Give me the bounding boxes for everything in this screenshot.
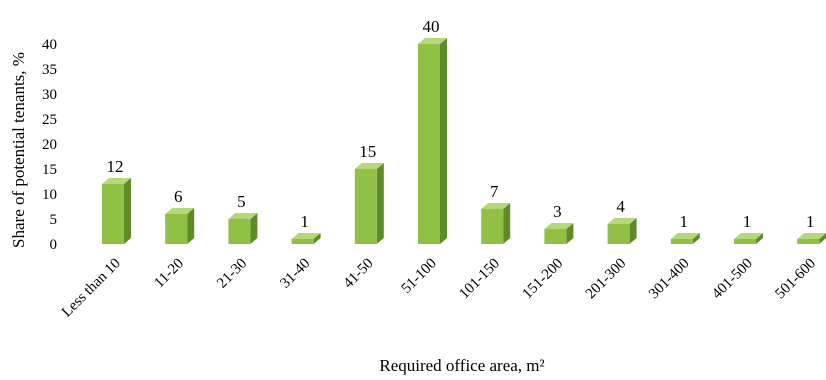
x-tick-label: 151-200 — [520, 256, 567, 303]
bar-front — [354, 169, 377, 244]
bar — [418, 38, 447, 244]
bar — [797, 233, 826, 244]
bar-front — [165, 214, 188, 244]
bar-front — [102, 184, 124, 244]
bar-side — [503, 203, 511, 244]
bar-top — [354, 163, 384, 169]
bar-side — [566, 223, 574, 244]
bar-side — [313, 233, 321, 244]
y-tick-label: 0 — [50, 237, 58, 253]
y-tick-label: 40 — [42, 37, 57, 53]
bars — [102, 38, 826, 244]
data-label: 1 — [806, 212, 815, 231]
y-tick-label: 20 — [42, 137, 57, 153]
y-tick-label: 25 — [42, 112, 57, 128]
x-tick-label: 501-600 — [772, 256, 819, 303]
x-tick-label: 51-100 — [398, 256, 439, 297]
bar — [734, 233, 763, 244]
y-tick-label: 30 — [42, 87, 57, 103]
bar — [228, 213, 258, 244]
bar-top — [544, 223, 574, 229]
bar-top — [291, 233, 321, 239]
y-tick-label: 35 — [42, 62, 57, 78]
x-tick-label: 41-50 — [341, 256, 377, 292]
bar-side — [376, 163, 384, 244]
bar-side — [250, 213, 258, 244]
bar-top — [797, 233, 826, 239]
y-axis-title: Share of potential tenants, % — [9, 52, 28, 248]
bar-side — [756, 233, 763, 244]
x-tick-label: Less than 10 — [59, 256, 124, 321]
bar-top — [607, 218, 637, 224]
bar-side — [440, 38, 447, 244]
x-tick-label: 11-20 — [151, 256, 187, 292]
y-tick-label: 5 — [50, 212, 58, 228]
bar-top — [165, 208, 195, 214]
y-axis-ticks: 0 5 10 15 20 25 30 35 40 — [42, 37, 57, 253]
x-tick-label: 301-400 — [646, 256, 693, 303]
bar-top — [670, 233, 700, 239]
x-axis-title: Required office area, m² — [379, 356, 544, 375]
bar-front — [228, 219, 251, 244]
bar — [670, 233, 700, 244]
bar-front — [734, 239, 756, 244]
data-label: 4 — [616, 197, 625, 216]
data-label: 6 — [174, 187, 183, 206]
data-label: 15 — [359, 142, 376, 161]
data-label: 5 — [237, 192, 246, 211]
bar — [607, 218, 637, 244]
bar-front — [607, 224, 630, 244]
bar-side — [692, 233, 700, 244]
bar-side — [187, 208, 195, 244]
y-tick-label: 15 — [42, 162, 57, 178]
bar-front — [797, 239, 820, 244]
data-label: 1 — [743, 212, 752, 231]
data-label: 3 — [553, 202, 562, 221]
bar — [291, 233, 321, 244]
x-tick-label: 31-40 — [277, 256, 313, 292]
bar-top — [228, 213, 258, 219]
bar-side — [629, 218, 637, 244]
bar-front — [481, 209, 504, 244]
x-tick-label: 21-30 — [214, 256, 250, 292]
bar-front — [291, 239, 314, 244]
x-axis-category-labels: Less than 10 11-20 21-30 31-40 41-50 51-100 10… — [59, 256, 819, 321]
data-labels: 12 6 5 1 15 40 7 3 4 1 1 1 — [107, 17, 815, 231]
bar — [544, 223, 574, 244]
bar-top — [734, 233, 763, 239]
y-tick-label: 10 — [42, 187, 57, 203]
data-label: 1 — [680, 212, 689, 231]
bar-side — [124, 178, 131, 244]
bar — [354, 163, 384, 244]
x-tick-label: 101-150 — [456, 256, 503, 303]
data-label: 7 — [490, 182, 499, 201]
data-label: 40 — [423, 17, 440, 36]
bar — [102, 178, 131, 244]
bar-side — [819, 233, 826, 244]
data-label: 1 — [300, 212, 309, 231]
bar — [165, 208, 195, 244]
bar-top — [418, 38, 447, 44]
bar-top — [102, 178, 131, 184]
x-tick-label: 201-300 — [583, 256, 630, 303]
bar-front — [544, 229, 567, 244]
data-label: 12 — [107, 157, 124, 176]
x-tick-label: 401-500 — [709, 256, 756, 303]
bar — [481, 203, 511, 244]
bar-top — [481, 203, 511, 209]
bar-front — [418, 44, 440, 244]
bar-front — [670, 239, 693, 244]
